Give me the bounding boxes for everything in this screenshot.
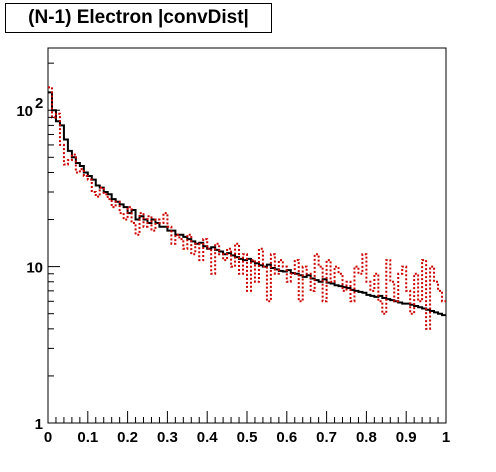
x-tick-label: 1: [442, 429, 450, 446]
x-tick-label: 0.9: [396, 429, 417, 446]
x-tick-label: 0.2: [117, 429, 138, 446]
x-tick-label: 0.4: [197, 429, 219, 446]
x-tick-label: 0.8: [356, 429, 377, 446]
y-tick-label: 10: [16, 103, 33, 120]
series-1-step-line: [48, 91, 446, 317]
x-tick-label: 0.1: [77, 429, 98, 446]
series-layer: [48, 86, 446, 330]
x-tick-label: 0.3: [157, 429, 178, 446]
y-tick-label: 1: [35, 416, 43, 433]
x-tick-label: 0: [44, 429, 52, 446]
x-tick-label: 0.7: [316, 429, 337, 446]
plot-frame-layer: [47, 47, 447, 424]
plot-frame: [47, 47, 447, 424]
y-tick-label: 10: [26, 260, 43, 277]
x-tick-label: 0.5: [237, 429, 258, 446]
series-2-step-line: [48, 86, 446, 330]
x-tick-label: 0.6: [276, 429, 297, 446]
y-tick-label-exponent: 2: [35, 95, 43, 112]
chart-title: (N-1) Electron |convDist|: [5, 3, 272, 33]
